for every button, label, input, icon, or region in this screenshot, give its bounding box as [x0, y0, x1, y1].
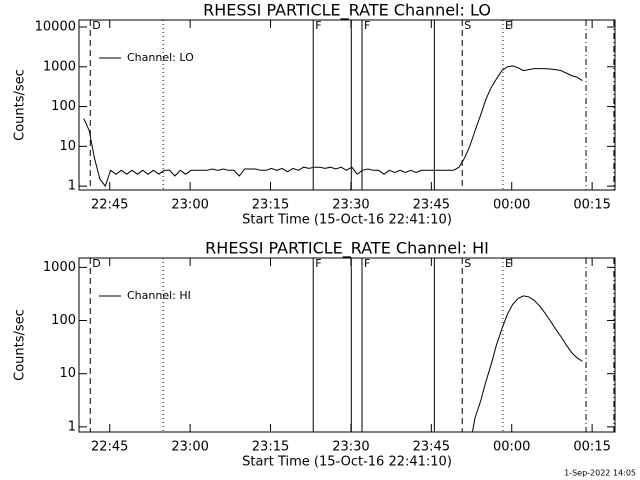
- footer: 1-Sep-2022 14:05: [564, 469, 636, 478]
- plot-frame: [78, 257, 616, 433]
- chart-title: RHESSI PARTICLE_RATE Channel: LO: [203, 1, 491, 21]
- y-tick-label: 1: [68, 419, 76, 434]
- x-tick-label: 23:00: [171, 198, 208, 213]
- x-tick-label: 23:30: [332, 198, 369, 213]
- y-tick-label: 1000: [43, 260, 76, 275]
- y-tick-label: 10: [59, 366, 76, 381]
- plot-frame: [78, 19, 616, 191]
- event-label: D: [92, 257, 100, 270]
- event-label: E: [505, 257, 512, 270]
- chart-title: RHESSI PARTICLE_RATE Channel: HI: [205, 239, 489, 259]
- legend-label: Channel: LO: [127, 51, 194, 64]
- y-axis-label: Counts/sec: [13, 69, 28, 141]
- data-line: [471, 295, 583, 433]
- x-tick-label: 22:45: [91, 440, 128, 455]
- x-tick-label: 00:00: [493, 440, 530, 455]
- x-tick-label: 00:15: [573, 198, 610, 213]
- x-tick-label: 23:45: [413, 440, 450, 455]
- legend-label: Channel: HI: [127, 289, 191, 302]
- x-tick-label: 22:45: [91, 198, 128, 213]
- x-tick-label: 00:15: [573, 440, 610, 455]
- x-tick-label: 23:15: [252, 440, 289, 455]
- x-axis-label: Start Time (15-Oct-16 22:41:10): [242, 213, 452, 228]
- event-label: F: [364, 257, 370, 270]
- y-tick-label: 10: [59, 139, 76, 154]
- x-tick-label: 23:30: [332, 440, 369, 455]
- event-label: D: [92, 19, 100, 32]
- x-tick-label: 23:15: [252, 198, 289, 213]
- event-label: F: [315, 257, 321, 270]
- x-tick-label: 00:00: [493, 198, 530, 213]
- y-tick-label: 10000: [35, 20, 76, 35]
- event-label: S: [464, 19, 471, 32]
- event-label: S: [464, 257, 471, 270]
- y-tick-label: 100: [51, 99, 76, 114]
- y-tick-label: 1000: [43, 59, 76, 74]
- y-axis-label: Counts/sec: [13, 309, 28, 381]
- y-tick-label: 1: [68, 179, 76, 194]
- x-tick-label: 23:45: [413, 198, 450, 213]
- x-axis-label: Start Time (15-Oct-16 22:41:10): [242, 455, 452, 470]
- x-tick-label: 23:00: [171, 440, 208, 455]
- y-tick-label: 100: [51, 313, 76, 328]
- event-label: E: [505, 19, 512, 32]
- data-line: [83, 65, 583, 188]
- event-label: F: [315, 19, 321, 32]
- event-label: F: [364, 19, 370, 32]
